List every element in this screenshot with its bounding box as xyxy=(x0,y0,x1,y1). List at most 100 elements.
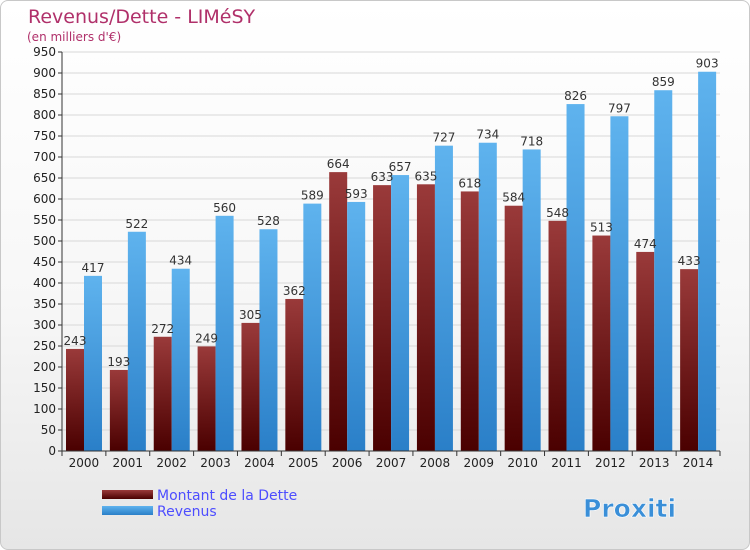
bar-dette xyxy=(329,172,348,451)
bar-revenus xyxy=(259,229,278,451)
bar-revenus xyxy=(303,203,322,451)
data-label-revenus: 593 xyxy=(345,187,368,201)
legend-swatch-revenus xyxy=(102,506,153,515)
bar-revenus xyxy=(391,175,410,451)
data-label-revenus: 734 xyxy=(476,128,499,142)
bar-dette xyxy=(460,191,479,451)
data-labels: 243 417 193 522 272 434 249 560 305 528 362 589 664 5… xyxy=(64,57,719,369)
bar-dette xyxy=(197,346,216,451)
x-tick-label: 2010 xyxy=(507,456,538,470)
bars xyxy=(66,71,717,452)
bar-revenus xyxy=(566,104,585,451)
bar-dette xyxy=(153,336,172,451)
y-tick-label: 400 xyxy=(33,276,56,290)
data-label-revenus: 528 xyxy=(257,214,280,228)
data-label-revenus: 657 xyxy=(389,160,412,174)
bar-revenus xyxy=(171,268,190,451)
data-label-dette: 513 xyxy=(590,221,613,235)
legend-swatch-debt xyxy=(102,490,153,499)
data-label-revenus: 903 xyxy=(696,57,719,71)
bar-dette xyxy=(285,298,304,451)
x-tick-label: 2005 xyxy=(288,456,319,470)
y-tick-label: 900 xyxy=(33,66,56,80)
y-axis-ticks: 0 50 100 150 200 250 300 350 400 450 500 550 600 650 7… xyxy=(33,45,62,458)
bar-revenus xyxy=(478,142,497,451)
bar-dette xyxy=(109,369,128,451)
y-tick-label: 150 xyxy=(33,381,56,395)
y-tick-label: 50 xyxy=(41,423,56,437)
x-tick-label: 2002 xyxy=(156,456,187,470)
data-label-dette: 249 xyxy=(195,331,218,345)
x-tick-label: 2008 xyxy=(420,456,451,470)
data-label-revenus: 797 xyxy=(608,101,631,115)
data-label-revenus: 522 xyxy=(125,217,148,231)
y-tick-label: 550 xyxy=(33,213,56,227)
bar-revenus xyxy=(522,149,541,451)
x-tick-label: 2014 xyxy=(683,456,714,470)
y-tick-label: 250 xyxy=(33,339,56,353)
legend-label-debt: Montant de la Dette xyxy=(157,488,297,504)
x-tick-label: 2012 xyxy=(595,456,626,470)
data-label-revenus: 560 xyxy=(213,201,236,215)
x-tick-label: 2004 xyxy=(244,456,275,470)
bar-dette xyxy=(504,205,523,451)
y-tick-label: 750 xyxy=(33,129,56,143)
data-label-dette: 633 xyxy=(371,170,394,184)
data-label-dette: 305 xyxy=(239,308,262,322)
data-label-dette: 618 xyxy=(458,176,481,190)
bar-dette xyxy=(680,269,699,451)
data-label-dette: 664 xyxy=(327,157,350,171)
chart-subtitle: (en milliers d'€) xyxy=(27,30,121,44)
bar-revenus xyxy=(654,90,673,451)
y-tick-label: 350 xyxy=(33,297,56,311)
data-label-dette: 243 xyxy=(64,334,87,348)
x-tick-label: 2011 xyxy=(551,456,582,470)
data-label-revenus: 718 xyxy=(520,134,543,148)
data-label-revenus: 434 xyxy=(169,254,192,268)
y-tick-label: 700 xyxy=(33,150,56,164)
y-tick-label: 950 xyxy=(33,45,56,59)
data-label-revenus: 727 xyxy=(432,131,455,145)
bar-dette xyxy=(636,251,655,451)
bar-revenus xyxy=(127,231,146,451)
x-tick-label: 2003 xyxy=(200,456,231,470)
data-label-dette: 193 xyxy=(107,355,130,369)
data-label-revenus: 859 xyxy=(652,75,675,89)
bar-dette xyxy=(66,348,84,451)
x-tick-label: 2000 xyxy=(69,456,100,470)
chart-title: Revenus/Dette - LIMéSY xyxy=(28,6,256,28)
y-tick-label: 800 xyxy=(33,108,56,122)
data-label-dette: 362 xyxy=(283,284,306,298)
bar-dette xyxy=(548,220,567,451)
bar-revenus xyxy=(434,145,453,451)
x-tick-label: 2009 xyxy=(463,456,494,470)
legend-label-revenus: Revenus xyxy=(157,504,217,520)
bar-dette xyxy=(416,184,435,452)
data-label-dette: 474 xyxy=(634,237,657,251)
y-tick-label: 100 xyxy=(33,402,56,416)
y-tick-label: 850 xyxy=(33,87,56,101)
y-tick-label: 500 xyxy=(33,234,56,248)
bar-revenus xyxy=(610,116,629,451)
data-label-dette: 433 xyxy=(678,254,701,268)
x-tick-label: 2007 xyxy=(376,456,407,470)
data-label-dette: 272 xyxy=(151,322,174,336)
bar-revenus xyxy=(347,201,366,451)
bar-dette xyxy=(592,235,611,451)
proxiti-logo: Proxiti xyxy=(583,494,676,523)
bar-revenus xyxy=(698,71,717,452)
x-tick-label: 2006 xyxy=(332,456,363,470)
grid xyxy=(62,51,720,431)
bar-dette xyxy=(373,185,392,451)
x-tick-label: 2013 xyxy=(639,456,670,470)
data-label-dette: 584 xyxy=(502,191,525,205)
axes xyxy=(61,52,720,452)
y-tick-label: 200 xyxy=(33,360,56,374)
data-label-dette: 635 xyxy=(414,169,437,183)
y-tick-label: 600 xyxy=(33,192,56,206)
bar-revenus xyxy=(215,215,234,451)
y-tick-label: 450 xyxy=(33,255,56,269)
data-label-revenus: 417 xyxy=(82,261,105,275)
